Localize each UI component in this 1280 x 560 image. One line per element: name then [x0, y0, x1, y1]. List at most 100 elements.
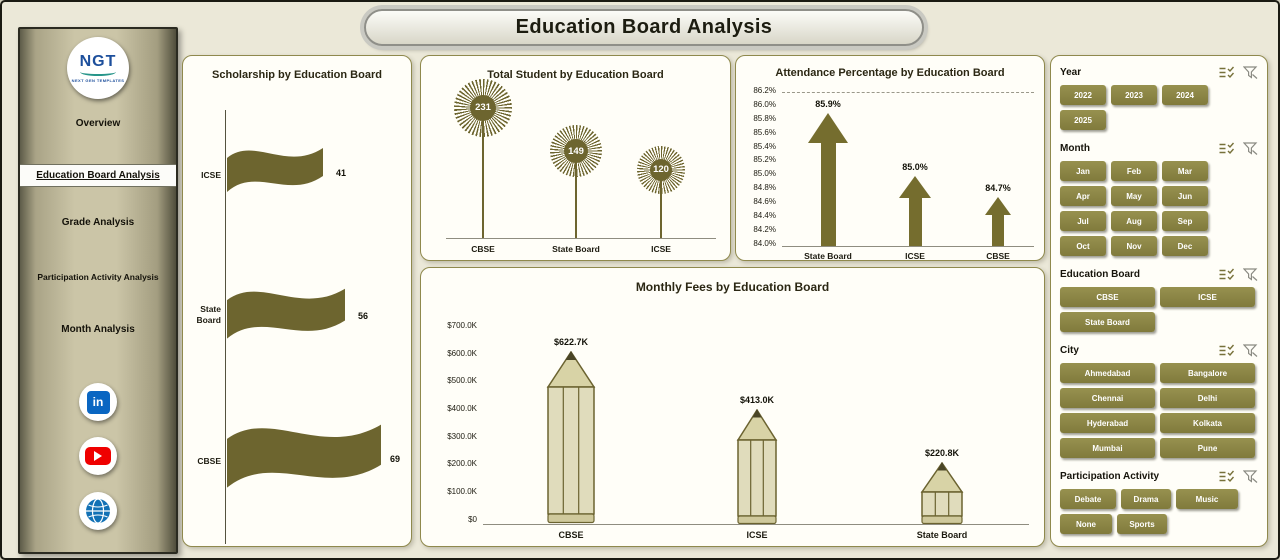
select-all-icon[interactable]	[1218, 470, 1235, 483]
sidebar-item-overview[interactable]: Overview	[20, 113, 176, 134]
filter-button-aug[interactable]: Aug	[1111, 211, 1157, 231]
y-axis-line	[225, 110, 226, 544]
filter-button-music[interactable]: Music	[1176, 489, 1238, 509]
filter-button-jul[interactable]: Jul	[1060, 211, 1106, 231]
filter-button-oct[interactable]: Oct	[1060, 236, 1106, 256]
filter-button-2022[interactable]: 2022	[1060, 85, 1106, 105]
filter-button-2025[interactable]: 2025	[1060, 110, 1106, 130]
sidebar-item-grade-analysis[interactable]: Grade Analysis	[20, 212, 176, 233]
y-tick: 85.4%	[753, 142, 776, 151]
sidebar-item-education-board-analysis[interactable]: Education Board Analysis	[20, 164, 176, 187]
sidebar-item-label: Education Board Analysis	[36, 170, 160, 181]
category-label: State Board	[804, 251, 852, 261]
filter-button-pune[interactable]: Pune	[1160, 438, 1255, 458]
category-label: State Board	[916, 530, 968, 540]
select-all-icon[interactable]	[1218, 268, 1235, 281]
pencil-bar-icse[interactable]	[733, 409, 781, 524]
select-all-icon[interactable]	[1218, 344, 1235, 357]
y-tick: 85.6%	[753, 128, 776, 137]
value-label: 149	[564, 139, 588, 163]
filter-button-debate[interactable]: Debate	[1060, 489, 1116, 509]
filter-education-board: Education Board CBSE ICSE State Boa	[1060, 268, 1258, 332]
clear-filter-icon[interactable]	[1243, 142, 1258, 155]
sidebar-item-month-analysis[interactable]: Month Analysis	[20, 319, 176, 340]
filter-button-2023[interactable]: 2023	[1111, 85, 1157, 105]
page-title: Education Board Analysis	[364, 9, 924, 46]
filter-button-state-board[interactable]: State Board	[1060, 312, 1155, 332]
filter-button-drama[interactable]: Drama	[1121, 489, 1171, 509]
starburst-cbse[interactable]: 231	[454, 79, 512, 137]
category-label: ICSE	[746, 530, 768, 540]
y-tick: $700.0K	[447, 321, 477, 330]
y-tick: 85.2%	[753, 155, 776, 164]
filter-button-hyderabad[interactable]: Hyderabad	[1060, 413, 1155, 433]
select-all-icon[interactable]	[1218, 142, 1235, 155]
youtube-icon[interactable]	[79, 437, 117, 475]
filter-button-bangalore[interactable]: Bangalore	[1160, 363, 1255, 383]
value-label: 56	[357, 311, 368, 321]
clear-filter-icon[interactable]	[1243, 268, 1258, 281]
arrow-head	[985, 197, 1011, 215]
filter-month: Month Jan Feb Mar Apr	[1060, 142, 1258, 256]
sidebar-item-participation-activity-analysis[interactable]: Participation Activity Analysis	[20, 267, 176, 287]
globe-icon[interactable]	[79, 492, 117, 530]
y-tick: 84.8%	[753, 183, 776, 192]
monthly-fees-chart-panel: Monthly Fees by Education Board $700.0K …	[420, 267, 1045, 547]
filter-button-icse[interactable]: ICSE	[1160, 287, 1255, 307]
pencil-bar-state-board[interactable]	[917, 462, 967, 524]
arrow-shaft	[908, 198, 922, 246]
filter-button-dec[interactable]: Dec	[1162, 236, 1208, 256]
filter-button-cbse[interactable]: CBSE	[1060, 287, 1155, 307]
value-label: 85.9%	[815, 99, 841, 109]
filter-button-chennai[interactable]: Chennai	[1060, 388, 1155, 408]
x-axis-line	[446, 238, 716, 239]
category-label: CBSE	[986, 251, 1010, 261]
arrow-bar-icse[interactable]	[895, 176, 935, 246]
filter-participation-activity-label: Participation Activity	[1060, 471, 1160, 482]
category-label: ICSE	[905, 251, 925, 261]
starburst-icse[interactable]: 120	[637, 146, 685, 194]
arrow-head	[899, 176, 931, 198]
filter-button-jun[interactable]: Jun	[1162, 186, 1208, 206]
filter-button-ahmedabad[interactable]: Ahmedabad	[1060, 363, 1155, 383]
category-label: ICSE	[201, 170, 221, 180]
arrow-bar-cbse[interactable]	[978, 197, 1018, 246]
filter-button-kolkata[interactable]: Kolkata	[1160, 413, 1255, 433]
top-gridline	[782, 92, 1034, 93]
filter-city-label: City	[1060, 345, 1079, 356]
flag-bar-icse[interactable]	[227, 142, 323, 202]
flag-bar-cbse[interactable]	[227, 416, 381, 502]
clear-filter-icon[interactable]	[1243, 470, 1258, 483]
logo-text: NGT	[79, 52, 117, 70]
arrow-bar-state-board[interactable]	[808, 113, 848, 246]
filter-button-none[interactable]: None	[1060, 514, 1112, 534]
arrow-shaft	[820, 143, 836, 246]
category-label: CBSE	[197, 456, 221, 466]
filter-month-label: Month	[1060, 143, 1090, 154]
filter-button-nov[interactable]: Nov	[1111, 236, 1157, 256]
select-all-icon[interactable]	[1218, 66, 1235, 79]
filter-button-2024[interactable]: 2024	[1162, 85, 1208, 105]
filter-button-delhi[interactable]: Delhi	[1160, 388, 1255, 408]
y-tick: $300.0K	[447, 432, 477, 441]
filter-button-apr[interactable]: Apr	[1060, 186, 1106, 206]
filter-year: Year 2022 2023 2024 2025	[1060, 66, 1258, 130]
filter-button-sports[interactable]: Sports	[1117, 514, 1167, 534]
filter-city: City Ahmedabad Bangalore Chennai	[1060, 344, 1258, 458]
filter-button-feb[interactable]: Feb	[1111, 161, 1157, 181]
y-tick: $200.0K	[447, 459, 477, 468]
youtube-badge	[85, 447, 111, 465]
filter-button-jan[interactable]: Jan	[1060, 161, 1106, 181]
filter-button-mumbai[interactable]: Mumbai	[1060, 438, 1155, 458]
clear-filter-icon[interactable]	[1243, 344, 1258, 357]
filter-button-sep[interactable]: Sep	[1162, 211, 1208, 231]
linkedin-icon[interactable]	[79, 383, 117, 421]
clear-filter-icon[interactable]	[1243, 66, 1258, 79]
pencil-bar-cbse[interactable]	[542, 351, 600, 524]
filter-button-may[interactable]: May	[1111, 186, 1157, 206]
category-label: CBSE	[471, 244, 495, 254]
flag-bar-state-board[interactable]	[227, 282, 345, 350]
starburst-state-board[interactable]: 149	[550, 125, 602, 177]
filter-button-mar[interactable]: Mar	[1162, 161, 1208, 181]
